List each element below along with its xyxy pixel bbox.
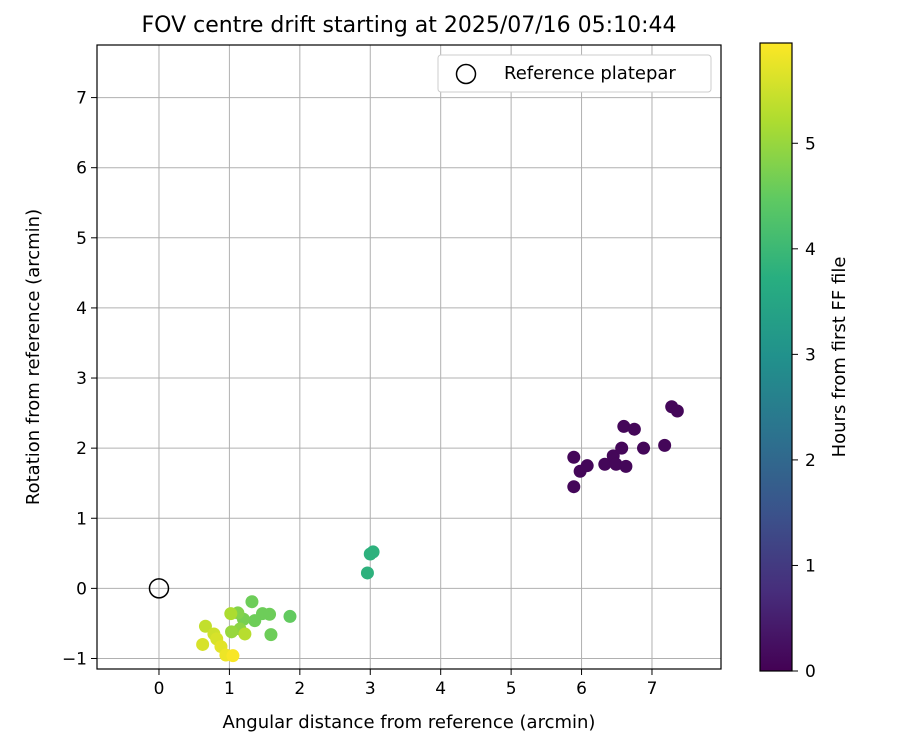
colorbar-label: Hours from first FF file <box>829 257 850 458</box>
legend-box <box>437 54 712 93</box>
legend-entry-reference: Reference platepar <box>504 63 676 84</box>
data-point <box>196 637 210 651</box>
plot-frame <box>96 44 722 670</box>
data-point <box>226 649 240 663</box>
data-point <box>658 438 672 452</box>
data-point <box>637 441 651 455</box>
x-axis-ticks: 0 1 2 3 4 5 6 7 <box>154 669 658 699</box>
colorbar-tick-label: 3 <box>805 345 816 365</box>
data-point <box>580 459 594 473</box>
grid <box>97 45 721 669</box>
data-point <box>567 450 581 464</box>
data-point <box>224 607 238 621</box>
y-tick-label: 4 <box>76 299 87 319</box>
y-tick-label: 1 <box>76 509 87 529</box>
x-tick-label: 2 <box>294 679 305 699</box>
x-tick-label: 5 <box>506 679 517 699</box>
colorbar-ticks: 0 1 2 3 4 5 <box>792 134 816 682</box>
y-tick-label: 2 <box>76 439 87 459</box>
colorbar-tick-label: 5 <box>805 134 816 154</box>
data-point <box>225 625 239 639</box>
colorbar-tick-label: 0 <box>805 662 816 682</box>
data-point <box>567 480 581 494</box>
y-tick-label: 6 <box>76 159 87 179</box>
data-point <box>619 459 633 473</box>
colorbar-tick-label: 4 <box>805 240 816 260</box>
y-tick-label: 3 <box>76 369 87 389</box>
data-point <box>598 457 612 471</box>
legend-marker <box>455 63 477 85</box>
data-point <box>627 422 641 436</box>
chart-title: FOV centre drift starting at 2025/07/16 … <box>142 13 677 38</box>
data-point <box>248 614 262 628</box>
data-point <box>360 566 374 580</box>
x-tick-label: 6 <box>576 679 587 699</box>
data-point <box>617 419 631 433</box>
y-tick-label: 5 <box>76 229 87 249</box>
x-tick-label: 1 <box>224 679 235 699</box>
data-point <box>245 595 259 609</box>
data-point <box>264 628 278 642</box>
reference-marker <box>148 578 170 599</box>
y-tick-label: 0 <box>76 579 87 599</box>
x-axis-label: Angular distance from reference (arcmin) <box>223 712 596 733</box>
y-axis-ticks: −1 0 1 2 3 4 5 6 7 <box>62 89 97 669</box>
x-tick-label: 3 <box>365 679 376 699</box>
data-point <box>615 441 629 455</box>
data-point <box>609 457 623 471</box>
y-axis-label: Rotation from reference (arcmin) <box>23 209 44 505</box>
y-tick-label: −1 <box>62 649 87 669</box>
data-point <box>283 609 297 623</box>
x-tick-label: 7 <box>647 679 658 699</box>
x-tick-label: 0 <box>154 679 165 699</box>
data-point <box>366 545 380 559</box>
colorbar-tick-label: 1 <box>805 556 816 576</box>
scatter-points <box>196 400 684 663</box>
colorbar-tick-label: 2 <box>805 451 816 471</box>
data-point <box>198 619 212 633</box>
legend: Reference platepar <box>437 54 712 93</box>
data-point <box>670 404 684 418</box>
data-point <box>238 627 252 641</box>
colorbar <box>759 42 793 672</box>
x-tick-label: 4 <box>435 679 446 699</box>
y-tick-label: 7 <box>76 89 87 109</box>
